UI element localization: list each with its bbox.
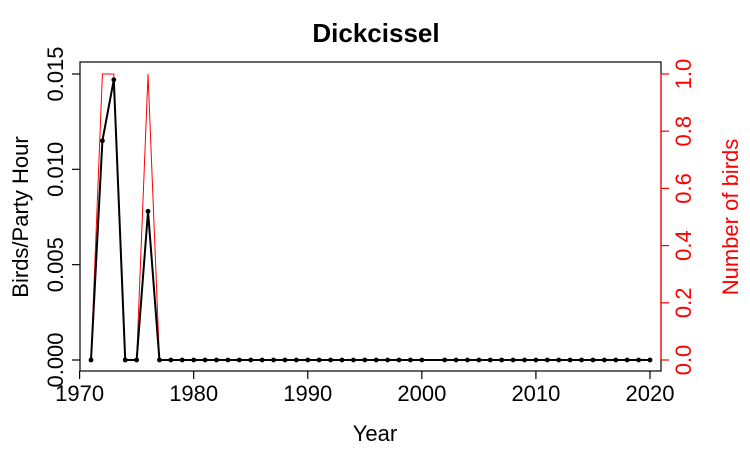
data-point <box>613 357 619 363</box>
data-point <box>111 77 117 83</box>
y-left-tick-label: 0.010 <box>43 142 68 197</box>
data-point <box>533 357 539 363</box>
x-tick-label: 2010 <box>511 381 560 406</box>
data-point <box>248 357 254 363</box>
data-point <box>647 357 653 363</box>
y-right-tick-label: 1.0 <box>671 59 696 90</box>
y-left-tick-label: 0.015 <box>43 46 68 101</box>
data-point <box>305 357 311 363</box>
data-point <box>544 357 550 363</box>
data-point <box>168 357 174 363</box>
data-point <box>134 357 140 363</box>
chart-title: Dickcissel <box>312 18 439 48</box>
data-point <box>179 357 185 363</box>
y-left-tick-label: 0.005 <box>43 237 68 292</box>
plot-frame <box>79 61 662 372</box>
data-point <box>259 357 265 363</box>
data-point <box>157 357 162 363</box>
series-line-birds-per-party-hour <box>90 79 650 361</box>
x-tick-label: 1990 <box>283 381 332 406</box>
data-point <box>385 357 391 363</box>
y-axis-left-label: Birds/Party Hour <box>8 136 33 297</box>
data-point <box>624 357 630 363</box>
data-point <box>465 357 470 363</box>
data-point <box>453 357 459 363</box>
data-point <box>556 357 562 363</box>
data-point <box>499 357 505 363</box>
data-point <box>202 357 208 363</box>
data-point <box>522 357 527 363</box>
x-tick-label: 1970 <box>55 381 104 406</box>
x-tick-label: 2020 <box>626 381 675 406</box>
data-point <box>567 357 573 363</box>
data-point <box>350 357 356 363</box>
data-point <box>601 357 607 363</box>
data-point <box>236 357 242 363</box>
data-point <box>590 357 596 363</box>
data-point <box>442 357 448 363</box>
y-right-tick-label: 0.4 <box>671 230 696 261</box>
data-point <box>419 357 425 363</box>
y-right-tick-label: 0.6 <box>671 173 696 204</box>
data-point <box>487 357 493 363</box>
data-point <box>510 357 516 363</box>
y-axis-right-label: Number of birds <box>718 139 743 296</box>
y-right-tick-label: 0.0 <box>671 345 696 376</box>
data-point <box>408 357 413 363</box>
data-point <box>396 357 402 363</box>
data-point <box>293 357 299 363</box>
data-point <box>282 357 288 363</box>
data-point <box>476 357 482 363</box>
data-point <box>100 138 105 144</box>
data-point <box>122 357 128 363</box>
data-point <box>214 357 219 363</box>
x-tick-label: 1980 <box>169 381 218 406</box>
data-point <box>145 208 151 214</box>
data-point <box>191 357 197 363</box>
series-line-number-of-birds <box>90 73 650 361</box>
data-point <box>316 357 322 363</box>
data-point <box>636 357 641 363</box>
data-point <box>362 357 368 363</box>
data-point <box>328 357 333 363</box>
data-point <box>225 357 231 363</box>
data-point <box>579 357 584 363</box>
data-point <box>88 357 94 363</box>
data-point <box>339 357 345 363</box>
y-right-tick-label: 0.2 <box>671 288 696 319</box>
x-tick-label: 2000 <box>397 381 446 406</box>
y-right-tick-label: 0.8 <box>671 116 696 147</box>
data-point <box>373 357 379 363</box>
x-axis-label: Year <box>353 421 397 446</box>
y-left-tick-label: 0.000 <box>43 332 68 387</box>
data-point <box>271 357 276 363</box>
